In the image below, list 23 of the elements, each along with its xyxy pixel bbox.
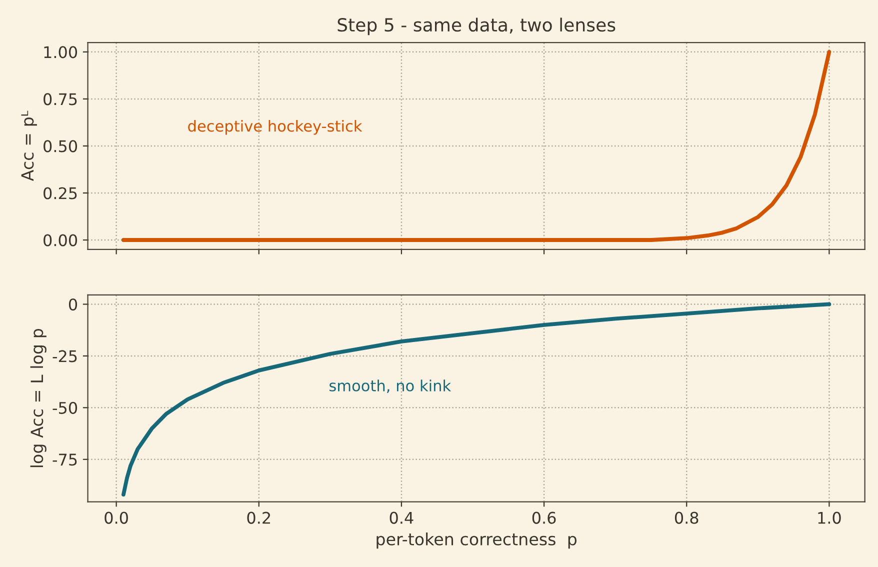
y-tick-label: -25 <box>52 350 77 362</box>
y-tick-label: 0.50 <box>44 140 78 152</box>
y-tick-label: -75 <box>52 454 77 466</box>
y-axis-title: Acc = pᴸ <box>21 110 37 182</box>
y-tick-label: -50 <box>52 402 78 414</box>
x-tick-label: 0.4 <box>390 512 414 524</box>
x-tick-label: 0.0 <box>104 512 128 524</box>
x-tick-label: 0.8 <box>674 512 698 524</box>
y-tick-label: 0.25 <box>44 187 77 200</box>
y-tick-label: 0.00 <box>44 234 78 246</box>
line-series <box>122 50 832 242</box>
x-tick-label: 0.6 <box>532 512 556 524</box>
x-axis-title: per-token correctness p <box>376 532 577 549</box>
chart-title: Step 5 - same data, two lenses <box>338 18 616 36</box>
line-series <box>122 302 832 496</box>
y-tick-label: 1.00 <box>44 46 78 58</box>
annotation: smooth, no kink <box>330 380 452 393</box>
y-tick-label: 0.75 <box>44 93 77 106</box>
y-axis-title: log Acc = L log p <box>30 328 46 468</box>
y-tick-label: 0 <box>68 298 78 311</box>
x-tick-label: 1.0 <box>818 512 841 524</box>
x-tick-label: 0.2 <box>247 512 270 524</box>
annotation: deceptive hockey-stick <box>188 120 362 135</box>
